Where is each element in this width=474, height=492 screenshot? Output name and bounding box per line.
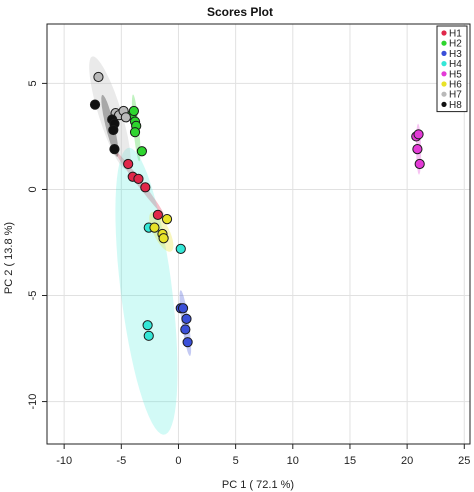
x-axis-label: PC 1 ( 72.1 %) [222,479,294,491]
legend-marker-h1 [441,30,447,36]
point-h3 [177,303,189,314]
point-h4 [175,243,186,254]
legend-marker-h7 [441,91,447,97]
x-tick-label: 5 [233,455,239,467]
point-h8 [108,124,119,136]
legend-marker-h5 [441,71,447,77]
point-h4 [143,330,154,341]
point-h5 [412,144,423,155]
y-tick-label: 5 [27,80,39,86]
y-tick-label: -10 [27,394,39,410]
point-h1 [140,182,151,193]
legend-label-h2: H2 [449,39,462,50]
point-h5 [414,158,425,170]
x-tick-label: 0 [175,455,181,467]
legend-label-h3: H3 [449,49,462,60]
point-h7 [93,71,104,83]
ellipse-h7 [89,56,131,170]
legend-label-h1: H1 [449,29,462,40]
point-h1 [152,209,163,221]
y-tick-label: 0 [27,186,39,192]
y-axis-label: PC 2 ( 13.8 %) [3,222,15,294]
legend-label-h4: H4 [449,59,462,70]
legend-marker-h8 [441,101,447,107]
x-tick-label: 25 [458,455,470,467]
legend-marker-h4 [441,61,447,67]
x-tick-label: -10 [56,455,72,467]
legend-label-h6: H6 [449,80,462,91]
x-tick-label: 15 [344,455,356,467]
point-h2 [129,127,141,138]
data-points [89,71,425,348]
legend-marker-h3 [441,50,447,57]
ellipse-h4 [115,147,178,435]
legend-marker-h6 [441,81,447,87]
legend-box [436,25,468,113]
x-tick-label: 10 [287,455,299,467]
axis-ticks: -10 -5 0 5 10 15 20 25 5 0 -5 -10 [27,80,470,467]
chart-title: Scores Plot [207,5,273,19]
point-h3 [182,337,193,348]
y-tick-label: -5 [27,291,39,301]
point-h2 [128,105,139,117]
point-h5 [413,129,424,140]
x-tick-label: -5 [116,455,126,467]
plot-border [46,23,471,445]
point-h3 [181,313,192,324]
legend-label-h8: H8 [449,100,462,111]
grid [47,24,470,444]
point-h6 [161,214,173,225]
point-h8 [89,99,101,110]
legend-label-h5: H5 [449,69,462,80]
x-tick-label: 20 [401,455,413,467]
point-h2 [136,146,147,157]
point-h4 [142,320,153,331]
point-h1 [133,173,144,184]
point-h8 [109,144,120,155]
point-h6 [158,233,169,244]
legend-marker-h2 [441,40,447,46]
point-h3 [180,324,191,335]
point-h6 [149,222,160,233]
legend-label-h7: H7 [449,90,462,101]
point-h7 [120,112,131,123]
point-h1 [123,158,134,170]
